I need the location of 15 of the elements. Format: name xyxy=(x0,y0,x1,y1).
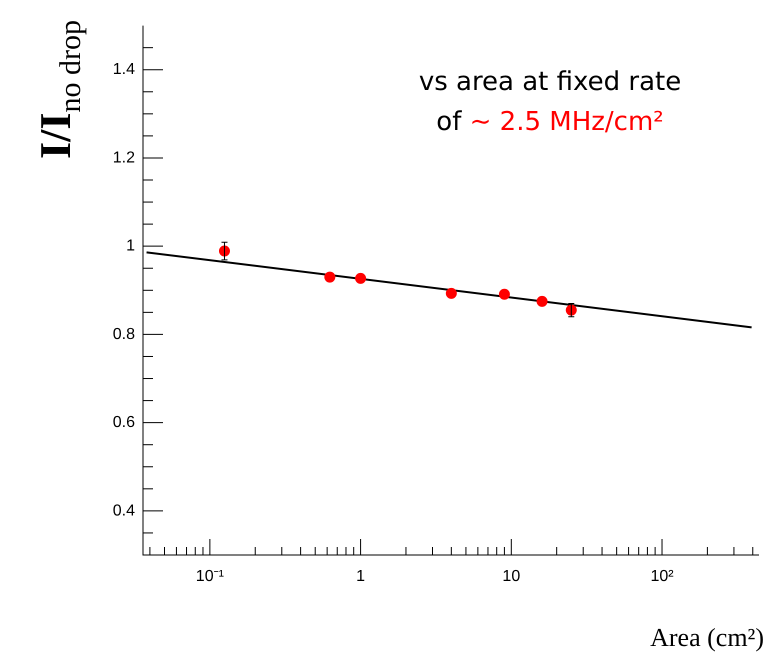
y-tick-label: 1.2 xyxy=(112,149,136,166)
annotation: ~ 2.5 MHz/cm² xyxy=(470,107,664,137)
annotation: of xyxy=(436,107,462,137)
y-tick-label: 1 xyxy=(126,238,136,255)
annotation: vs area at fixed rate xyxy=(418,67,682,97)
y-tick-label: 1.4 xyxy=(112,61,136,78)
x-tick-label: 1 xyxy=(356,568,366,586)
x-axis-title: Area (cm²) xyxy=(650,623,764,652)
y-axis-title: I/Ino drop xyxy=(31,20,87,159)
y-tick-label: 0.6 xyxy=(112,414,136,432)
x-tick-label: 10⁻¹ xyxy=(196,568,224,586)
x-tick-label: 10² xyxy=(650,568,674,586)
x-tick-label: 10 xyxy=(502,568,520,586)
y-tick-label: 0.4 xyxy=(112,502,136,520)
y-tick-label: 0.8 xyxy=(112,326,136,343)
